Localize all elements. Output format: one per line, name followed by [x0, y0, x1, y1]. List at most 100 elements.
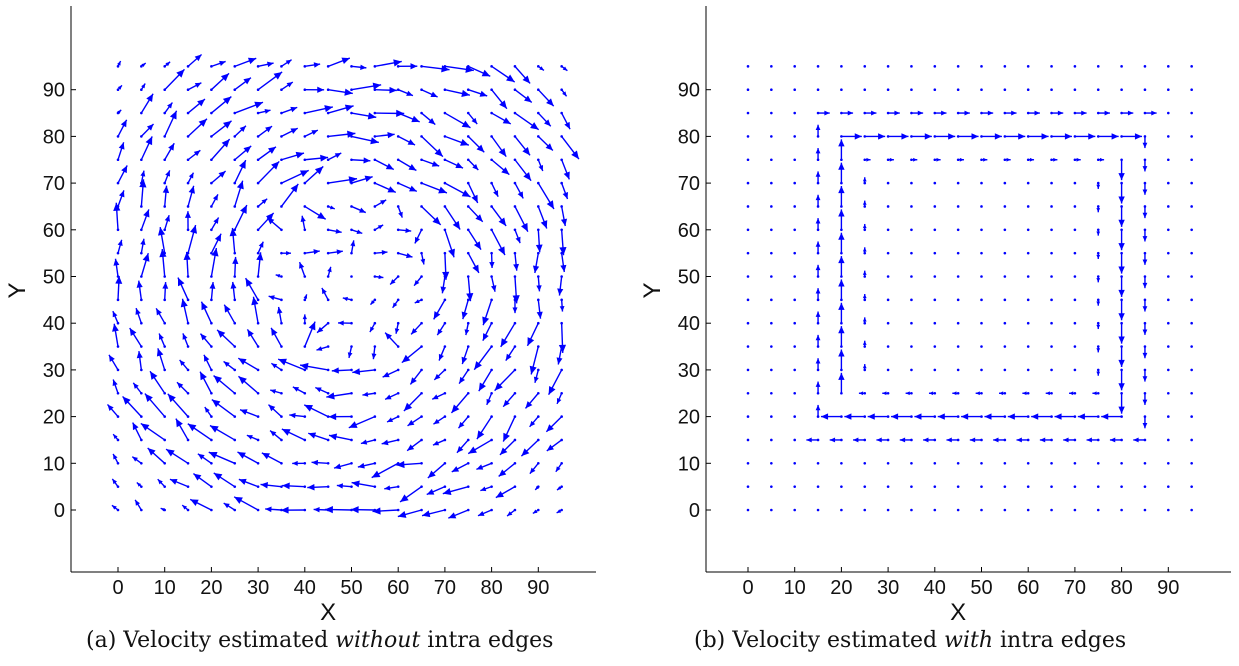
vector-head: [331, 367, 339, 374]
vector-arrow: [431, 391, 447, 400]
vector-arrow: [1190, 228, 1193, 232]
vector-arrow: [406, 438, 423, 452]
vector-arrow: [933, 321, 937, 325]
vector-head: [1053, 157, 1058, 162]
vector-head: [286, 82, 293, 88]
vector-arrow: [1190, 508, 1193, 512]
vector-head: [512, 295, 520, 304]
vector-head: [1031, 413, 1039, 420]
x-tick-label: 70: [1064, 577, 1086, 599]
vector-head: [442, 488, 452, 495]
vector-head: [1099, 157, 1105, 162]
y-tick-label: 60: [43, 220, 65, 242]
vector-arrow: [443, 205, 461, 230]
vector-arrow: [1050, 181, 1053, 185]
vector-arrow: [536, 275, 542, 292]
vector-head: [481, 69, 491, 77]
vector-origin: [956, 321, 960, 325]
vector-arrow: [229, 227, 237, 255]
vector-head: [209, 282, 216, 289]
vector-arrow: [770, 415, 773, 418]
vector-arrow: [770, 111, 773, 115]
vector-head: [169, 478, 178, 485]
vector-origin: [1167, 181, 1170, 185]
vector-arrow: [793, 321, 796, 325]
vector-origin: [1003, 345, 1007, 348]
vector-arrow: [420, 88, 438, 98]
vector-arrow: [260, 481, 283, 489]
vector-arrow: [1190, 88, 1193, 91]
vector-arrow: [237, 451, 260, 465]
vector-arrow: [163, 170, 171, 185]
vector-arrow: [256, 198, 268, 208]
vector-origin: [746, 65, 750, 68]
y-tick-label: 80: [678, 126, 700, 148]
vector-arrow: [1167, 415, 1170, 418]
vector-arrow: [1096, 462, 1100, 465]
vector-arrow: [1050, 485, 1053, 488]
vector-arrow: [560, 251, 567, 273]
vector-arrow: [946, 437, 960, 443]
vector-arrow: [513, 65, 531, 84]
vector-head: [882, 391, 887, 396]
vector-arrow: [116, 60, 122, 68]
vector-arrow: [1003, 345, 1007, 348]
vector-arrow: [980, 275, 983, 278]
vector-arrow: [1142, 391, 1148, 405]
vector-head: [397, 511, 407, 518]
vector-arrow: [482, 321, 493, 342]
vector-head: [372, 507, 381, 515]
vector-head: [1118, 219, 1125, 227]
vector-origin: [933, 368, 937, 372]
vector-arrow: [499, 438, 517, 456]
vector-arrow: [116, 109, 122, 115]
vector-arrow: [863, 157, 871, 162]
vector-arrow: [886, 345, 890, 348]
vector-arrow: [192, 473, 213, 488]
vector-head: [143, 209, 150, 218]
vector-arrow: [858, 391, 867, 396]
vector-arrow: [1167, 391, 1170, 395]
vector-arrow: [495, 485, 517, 499]
vector-arrow: [186, 118, 208, 138]
vector-head: [360, 439, 368, 445]
vector-head: [396, 460, 405, 469]
vector-arrow: [1167, 158, 1170, 162]
vector-arrow: [108, 354, 120, 372]
vector-arrow: [116, 190, 125, 208]
vector-head: [121, 165, 128, 174]
vector-arrow: [251, 296, 260, 325]
vector-arrow: [256, 125, 273, 138]
vector-arrow: [373, 250, 388, 256]
caption-b-emphasis: with: [944, 628, 994, 653]
vector-arrow: [980, 298, 983, 302]
vector-arrow: [396, 111, 420, 123]
vector-arrow: [489, 251, 495, 269]
vector-arrow: [1142, 321, 1148, 335]
vector-arrow: [486, 391, 493, 406]
vector-head: [362, 391, 369, 397]
vector-origin: [816, 462, 820, 465]
vector-arrow: [993, 437, 1007, 443]
vector-head: [118, 142, 125, 150]
vector-head: [1118, 313, 1125, 321]
vector-head: [901, 133, 909, 140]
vector-origin: [910, 321, 913, 325]
vector-arrow: [933, 251, 937, 255]
vector-arrow: [396, 181, 418, 192]
vector-arrow: [933, 88, 937, 91]
vector-arrow: [815, 171, 821, 185]
vector-arrow: [373, 274, 384, 280]
vector-head: [387, 417, 394, 423]
vector-arrow: [420, 181, 448, 194]
vector-arrow: [910, 508, 913, 512]
x-tick-label: 30: [247, 577, 269, 599]
vector-arrow: [256, 160, 280, 185]
vector-head: [498, 148, 507, 157]
vector-head: [556, 398, 562, 404]
vector-arrow: [211, 398, 237, 418]
vector-head: [1054, 413, 1062, 420]
vector-head: [113, 258, 120, 266]
x-tick-label: 20: [830, 577, 852, 599]
vector-origin: [770, 462, 773, 465]
